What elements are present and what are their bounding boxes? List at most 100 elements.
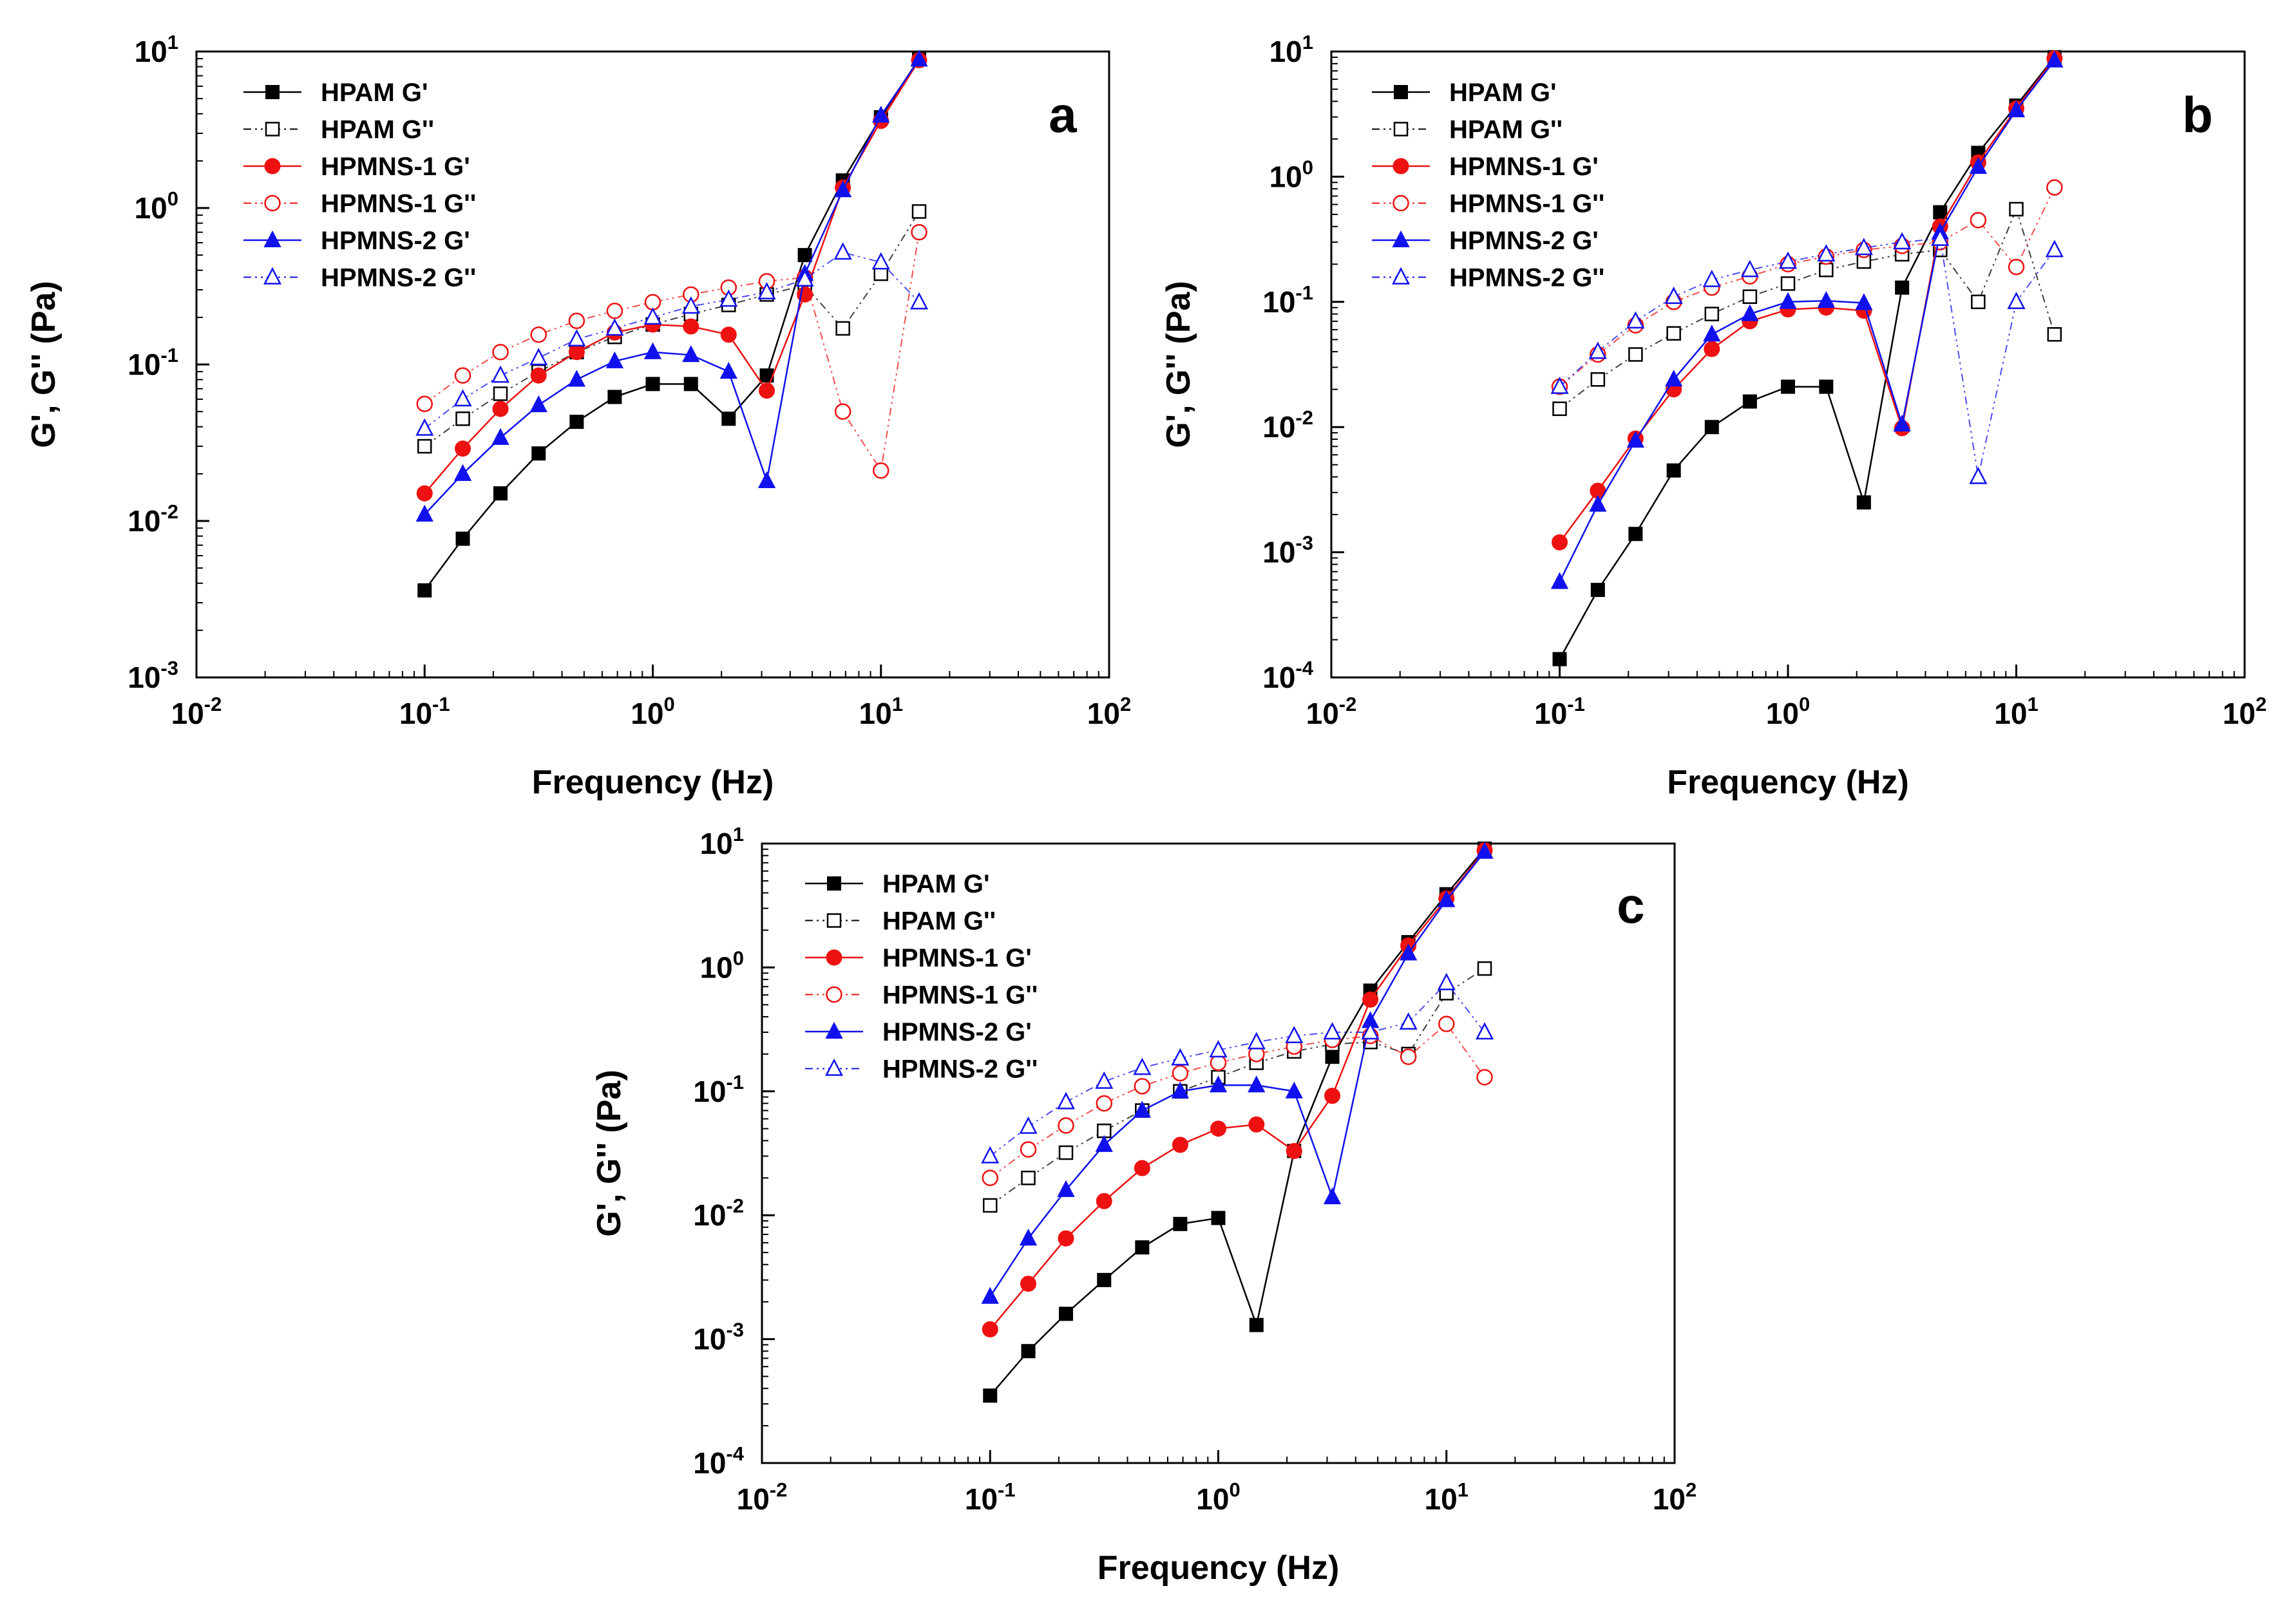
series-line xyxy=(1559,238,2055,477)
series-hpmns-2-g-storage xyxy=(981,842,1494,1304)
data-point xyxy=(1020,1141,1037,1158)
legend-marker xyxy=(1393,122,1409,137)
series-hpmns-2-g-loss xyxy=(1550,228,2064,484)
data-point xyxy=(871,252,890,270)
data-point xyxy=(911,204,927,219)
data-point xyxy=(2007,100,2026,118)
data-point xyxy=(1817,244,1836,262)
data-point xyxy=(1438,1015,1455,1032)
legend-entry: HPAM G' xyxy=(1372,79,1557,107)
x-tick-label: 100 xyxy=(1766,693,1810,730)
x-tick-label: 10-1 xyxy=(965,1478,1016,1516)
data-point xyxy=(683,377,698,392)
data-point xyxy=(1931,228,1950,246)
data-point xyxy=(1552,652,1567,666)
y-axis-title: G', G'' (Pa) xyxy=(25,281,62,448)
series-hpmns-1-g-storage xyxy=(416,52,927,502)
chart-panel-a: 10-2 10-1 100 101 10210-310-210-1100101Frequ… xyxy=(25,31,1131,801)
data-point xyxy=(567,370,586,387)
y-tick-label: 100 xyxy=(1269,156,1313,193)
data-point xyxy=(1780,276,1796,291)
data-point xyxy=(1741,304,1759,321)
series-hpmns-2-g-storage xyxy=(415,50,928,522)
data-point xyxy=(1059,1307,1074,1321)
y-axis-title: G', G'' (Pa) xyxy=(591,1070,628,1237)
data-point xyxy=(1476,842,1494,859)
legend-entry: HPMNS-2 G'' xyxy=(805,1055,1038,1084)
legend-entry: HPMNS-1 G' xyxy=(1372,153,1599,181)
data-point xyxy=(1171,1081,1190,1099)
data-point xyxy=(416,485,433,502)
series-hpmns-2-g-storage xyxy=(1550,50,2064,589)
series-line xyxy=(989,849,1485,1330)
legend-entry: HPMNS-2 G'' xyxy=(1372,264,1604,292)
data-point xyxy=(681,296,700,314)
data-point xyxy=(1210,1120,1226,1137)
series-line xyxy=(989,981,1485,1157)
legend-entry: HPAM G' xyxy=(805,870,990,898)
x-tick-label: 10-2 xyxy=(737,1478,788,1516)
data-point xyxy=(491,428,509,445)
series-hpmns-1-g-loss xyxy=(982,1015,1493,1187)
data-point xyxy=(1704,420,1719,435)
data-point xyxy=(1285,1026,1304,1044)
data-point xyxy=(492,344,509,361)
legend-label: HPMNS-2 G' xyxy=(1449,227,1599,255)
legend-label: HPMNS-1 G' xyxy=(1449,153,1599,181)
x-tick-label: 101 xyxy=(1994,693,2038,730)
data-point xyxy=(605,351,624,368)
data-point xyxy=(2008,258,2025,276)
legend-marker xyxy=(264,194,281,212)
data-point xyxy=(1970,212,1987,229)
data-point xyxy=(835,321,850,336)
legend-label: HPMNS-2 G' xyxy=(321,227,470,255)
data-point xyxy=(1628,527,1643,542)
legend-label: HPAM G' xyxy=(321,79,428,107)
data-point xyxy=(1590,372,1606,387)
data-point xyxy=(1019,1116,1038,1134)
data-point xyxy=(1173,1216,1188,1231)
data-point xyxy=(530,367,547,384)
data-point xyxy=(1285,1081,1303,1099)
data-point xyxy=(567,329,586,347)
data-point xyxy=(493,486,508,501)
x-tick-label: 10-1 xyxy=(1534,693,1585,730)
legend-marker xyxy=(265,85,280,99)
y-tick-label: 10-3 xyxy=(1262,532,1313,569)
legend-label: HPMNS-1 G'' xyxy=(321,190,476,218)
y-tick-label: 10-3 xyxy=(128,657,178,694)
data-point xyxy=(873,462,889,479)
plot-frame xyxy=(195,50,1110,679)
panel-letter: c xyxy=(1617,877,1644,934)
data-point xyxy=(1666,463,1681,478)
legend-entry: HPMNS-1 G'' xyxy=(805,981,1038,1010)
series-line xyxy=(989,851,1485,1298)
data-point xyxy=(1325,1050,1340,1064)
data-point xyxy=(1854,238,1873,256)
data-point xyxy=(1096,1095,1113,1112)
y-tick-label: 10-2 xyxy=(1262,406,1313,444)
data-point xyxy=(1020,1276,1037,1292)
data-point xyxy=(1058,1117,1074,1134)
data-point xyxy=(872,106,890,123)
legend-entry: HPMNS-2 G' xyxy=(805,1018,1032,1046)
data-point xyxy=(1134,1160,1150,1176)
data-point xyxy=(682,345,700,363)
data-point xyxy=(1248,1075,1266,1093)
series-hpmns-2-g-loss xyxy=(415,242,929,436)
data-point xyxy=(795,269,814,287)
data-point xyxy=(454,367,471,384)
x-tick-label: 10-2 xyxy=(171,693,222,730)
data-point xyxy=(1778,251,1798,269)
x-tick-label: 10-2 xyxy=(1306,693,1357,730)
data-point xyxy=(1779,292,1797,309)
series-hpam-g-loss xyxy=(1552,202,2062,417)
data-point xyxy=(529,395,547,413)
data-point xyxy=(2046,50,2064,68)
data-point xyxy=(1476,1069,1493,1086)
data-point xyxy=(983,1388,998,1403)
y-tick-label: 10-3 xyxy=(693,1319,744,1356)
data-point xyxy=(1855,293,1873,310)
data-point xyxy=(1626,431,1644,448)
